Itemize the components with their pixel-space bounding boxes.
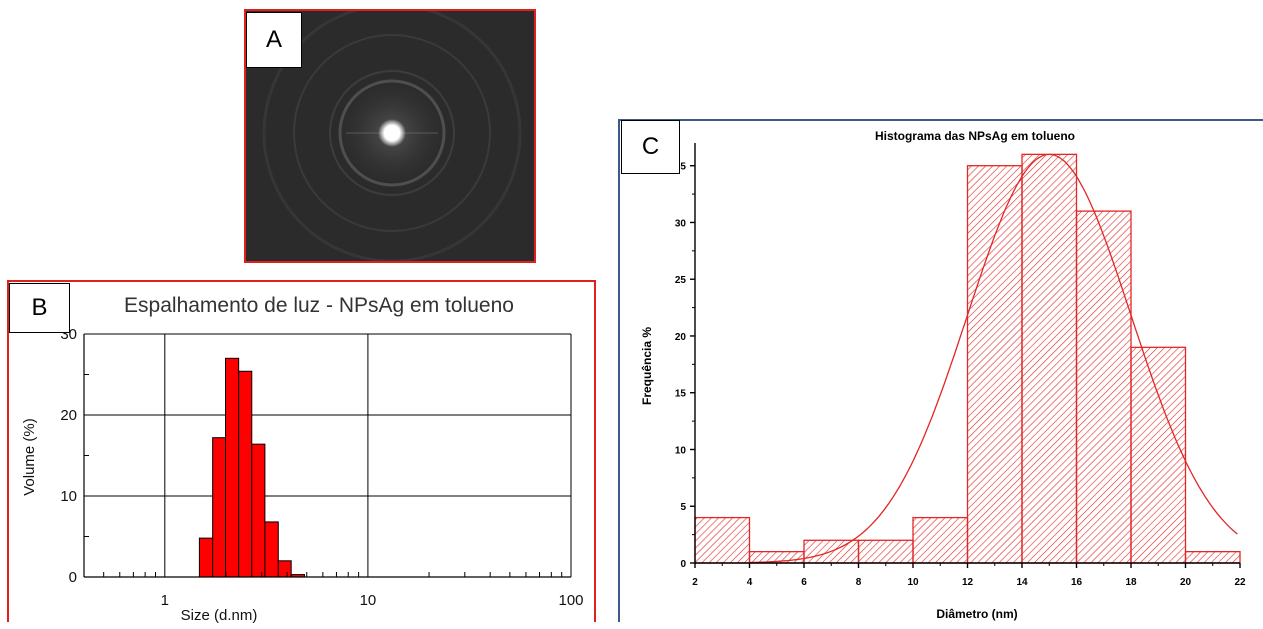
dls-bar bbox=[212, 437, 227, 578]
dls-bar bbox=[238, 370, 253, 578]
histogram-x-tick-label: 10 bbox=[907, 577, 919, 588]
histogram-bar bbox=[694, 516, 751, 564]
dls-y-axis-label: Volume (%) bbox=[21, 418, 38, 496]
dls-bar bbox=[225, 357, 240, 578]
histogram-y-axis-label: Frequência % bbox=[640, 327, 654, 405]
histogram-bar bbox=[1184, 550, 1241, 564]
dls-y-tick-label: 0 bbox=[69, 569, 77, 586]
histogram-x-tick-label: 22 bbox=[1234, 577, 1246, 588]
histogram-x-axis-label: Diâmetro (nm) bbox=[936, 607, 1017, 621]
central-beam-spot bbox=[378, 119, 406, 147]
histogram-bar bbox=[1130, 346, 1187, 564]
histogram-x-tick-label: 18 bbox=[1125, 577, 1137, 588]
panel-c-label: C bbox=[621, 120, 680, 174]
histogram-bar bbox=[1075, 210, 1132, 564]
panel-a-label: A bbox=[246, 12, 302, 68]
dls-y-tick-label: 20 bbox=[60, 407, 77, 424]
histogram-x-tick-label: 6 bbox=[801, 577, 807, 588]
gaussian-fit-curve bbox=[749, 153, 1238, 564]
histogram-x-tick-label: 4 bbox=[747, 577, 753, 588]
histogram-bar bbox=[857, 539, 914, 564]
dls-chart: Espalhamento de luz - NPsAg em tolueno 1… bbox=[21, 294, 584, 624]
histogram-y-tick-label: 10 bbox=[675, 445, 687, 456]
dls-chart-panel: Espalhamento de luz - NPsAg em tolueno 1… bbox=[7, 280, 596, 624]
dls-x-axis-label: Size (d.nm) bbox=[181, 607, 258, 624]
histogram-title: Histograma das NPsAg em tolueno bbox=[875, 129, 1075, 143]
dls-x-tick-label: 100 bbox=[558, 592, 583, 609]
histogram-y-tick-label: 15 bbox=[675, 389, 687, 400]
histogram-x-tick-label: 8 bbox=[856, 577, 862, 588]
histogram-x-tick-label: 14 bbox=[1016, 577, 1028, 588]
tem-histogram-chart: Histograma das NPsAg em tolueno 2 4 6 8 10 12… bbox=[640, 129, 1246, 621]
histogram-y-tick-label: 30 bbox=[675, 218, 687, 229]
histogram-x-tick-label: 12 bbox=[962, 577, 974, 588]
dls-chart-title: Espalhamento de luz - NPsAg em tolueno bbox=[124, 294, 514, 317]
panel-b-label: B bbox=[9, 283, 70, 333]
histogram-bar bbox=[912, 516, 969, 564]
histogram-bar bbox=[1021, 153, 1078, 564]
dls-bar bbox=[264, 521, 279, 578]
dls-bar bbox=[198, 537, 214, 578]
histogram-x-tick-label: 20 bbox=[1180, 577, 1192, 588]
histogram-x-tick-label: 2 bbox=[692, 577, 698, 588]
dls-y-tick-label: 10 bbox=[60, 488, 77, 505]
histogram-y-tick-label: 0 bbox=[680, 559, 686, 570]
histogram-y-tick-label: 25 bbox=[675, 275, 687, 286]
histogram-y-tick-label: 35 bbox=[675, 162, 687, 173]
dls-bar bbox=[251, 443, 266, 578]
histogram-x-tick-label: 16 bbox=[1071, 577, 1083, 588]
dls-x-tick-label: 10 bbox=[360, 592, 377, 609]
histogram-y-tick-label: 20 bbox=[675, 332, 687, 343]
dls-bar bbox=[277, 560, 292, 578]
histogram-y-tick-label: 5 bbox=[680, 502, 686, 513]
tem-histogram-panel: Histograma das NPsAg em tolueno 2 4 6 8 10 12… bbox=[618, 119, 1263, 622]
histogram-bar bbox=[966, 165, 1023, 564]
dls-x-tick-label: 1 bbox=[161, 592, 169, 609]
